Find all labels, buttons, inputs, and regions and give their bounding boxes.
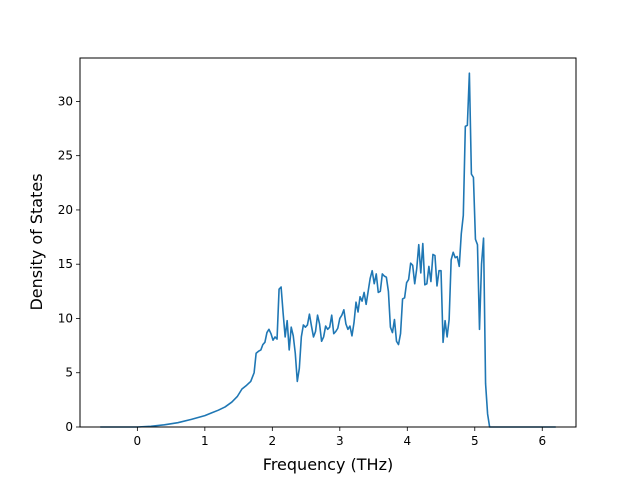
x-axis-title: Frequency (THz) [263, 455, 393, 474]
x-tick-label: 4 [403, 434, 411, 448]
x-tick-label: 3 [336, 434, 344, 448]
y-tick-label: 10 [58, 311, 73, 325]
y-tick-label: 30 [58, 94, 73, 108]
y-tick-label: 25 [58, 149, 73, 163]
y-axis-title: Density of States [27, 173, 46, 310]
dos-series-line [100, 72, 556, 428]
x-tick-label: 0 [134, 434, 142, 448]
x-tick-label: 5 [471, 434, 479, 448]
plot-area [80, 58, 576, 427]
series-layer [100, 72, 556, 428]
plot-frame [79, 57, 577, 428]
y-tick-label: 0 [65, 420, 73, 434]
x-tick-label: 6 [538, 434, 546, 448]
y-tick-label: 20 [58, 203, 73, 217]
tick-layer: 0 1 2 3 4 5 6 0 5 10 15 20 25 30 [58, 94, 546, 448]
y-tick-label: 5 [65, 366, 73, 380]
x-tick-label: 2 [269, 434, 277, 448]
y-tick-label: 15 [58, 257, 73, 271]
x-tick-label: 1 [201, 434, 209, 448]
